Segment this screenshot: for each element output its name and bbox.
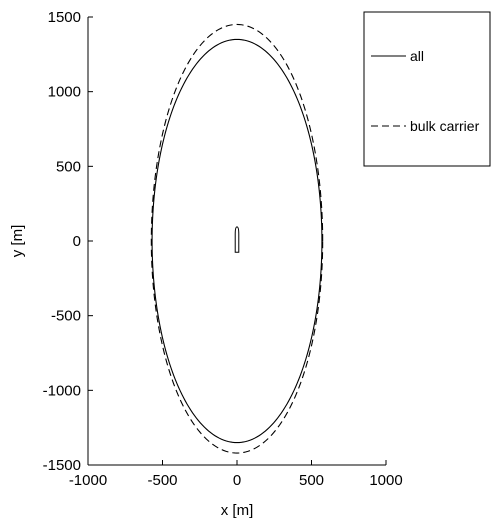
- legend: all bulk carrier: [363, 11, 491, 167]
- y-axis-label: y [m]: [9, 225, 26, 258]
- y-tick-label: 1500: [48, 9, 81, 26]
- legend-label-all: all: [410, 48, 424, 64]
- x-tick-label: 1000: [369, 472, 402, 489]
- x-axis-label: x [m]: [221, 502, 254, 519]
- series-layer: [150, 23, 324, 454]
- y-tick-label: 500: [56, 158, 81, 175]
- legend-label-bulk-carrier: bulk carrier: [410, 118, 480, 134]
- y-tick-label: -1000: [43, 382, 81, 399]
- y-tick-label: -500: [51, 308, 81, 325]
- legend-box: [363, 11, 491, 167]
- ship-outline: [234, 226, 240, 253]
- series-all-line: [151, 38, 323, 444]
- y-tick-label: 0: [73, 233, 81, 250]
- annotation-layer: [234, 226, 240, 253]
- x-tick-label: 0: [233, 472, 241, 489]
- y-tick-label: 1000: [48, 84, 81, 101]
- x-tick-label: -1000: [69, 472, 107, 489]
- x-tick-label: 500: [299, 472, 324, 489]
- x-tick-label: -500: [147, 472, 177, 489]
- y-tick-label: -1500: [43, 457, 81, 474]
- series-bulk-carrier-line: [150, 23, 324, 454]
